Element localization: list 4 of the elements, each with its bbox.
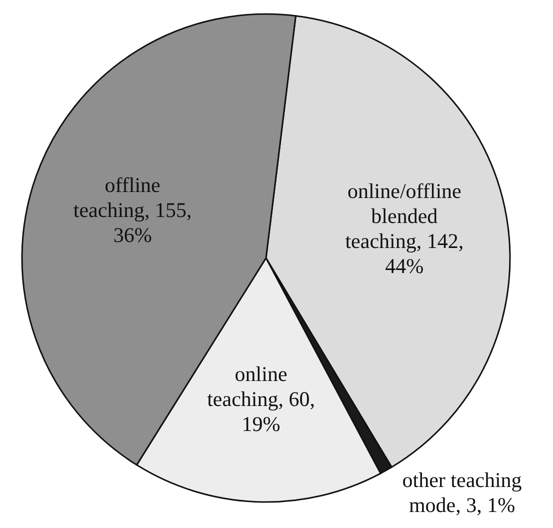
slice-label: offline teaching, 155, 36% — [72, 173, 193, 248]
slice-label: online/offline blended teaching, 142, 44% — [344, 178, 465, 279]
slice-label: other teaching mode, 3, 1% — [401, 468, 523, 518]
slice-label: online teaching, 60, 19% — [206, 362, 316, 437]
